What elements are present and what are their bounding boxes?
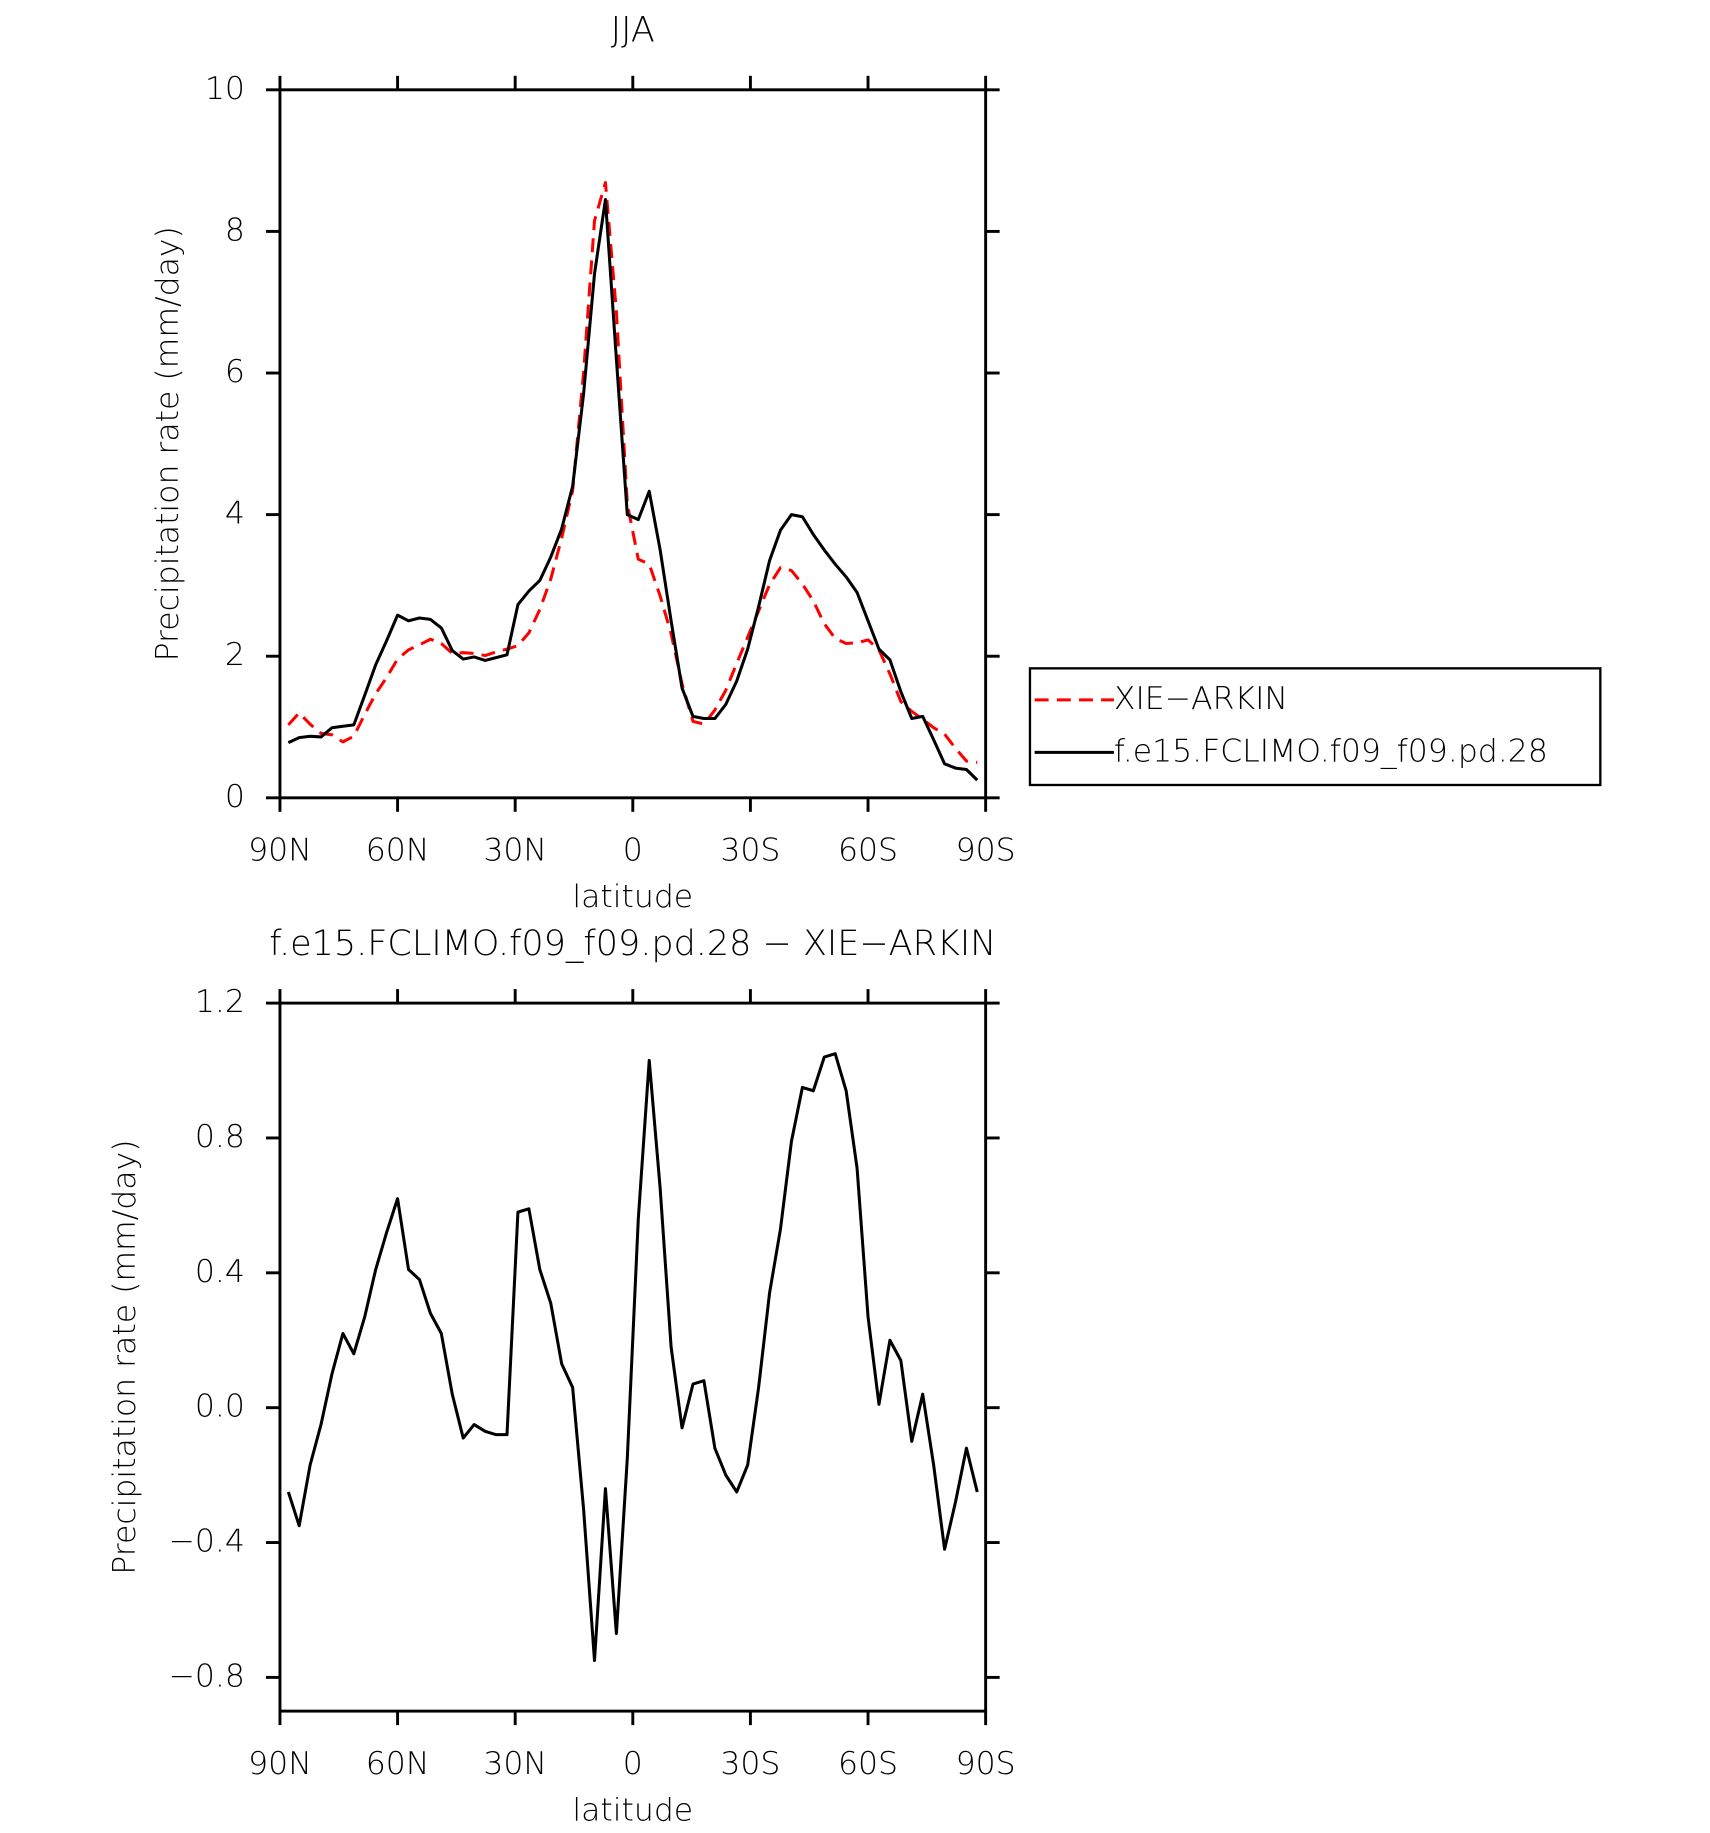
x-tick-label: 30S <box>720 832 780 868</box>
x-tick-label: 30N <box>483 832 547 868</box>
y-tick-label: 4 <box>225 496 245 532</box>
x-axis-label: latitude <box>572 1792 693 1828</box>
y-tick-label: 10 <box>205 71 245 107</box>
x-tick-label: 90N <box>248 832 312 868</box>
data-line <box>287 181 978 764</box>
y-tick-label: 8 <box>225 212 245 248</box>
x-axis-label: latitude <box>572 879 693 915</box>
x-tick-label: 60N <box>366 832 430 868</box>
x-tick-label: 0 <box>623 832 643 868</box>
legend-label: XIE−ARKIN <box>1114 681 1288 717</box>
x-tick-label: 30N <box>483 1746 547 1782</box>
x-tick-label: 90S <box>956 1746 1016 1782</box>
legend-box <box>1028 667 1602 787</box>
x-tick-label: 90S <box>956 832 1016 868</box>
data-line <box>286 1052 979 1663</box>
data-line <box>287 198 979 782</box>
y-tick-label: −0.4 <box>169 1524 245 1560</box>
y-tick-label: 0.0 <box>195 1389 245 1425</box>
x-tick-label: 60S <box>838 1746 898 1782</box>
y-tick-label: 2 <box>225 637 245 673</box>
plot-frame <box>278 88 988 800</box>
y-tick-label: 0.8 <box>195 1119 245 1155</box>
x-tick-label: 90N <box>248 1746 312 1782</box>
y-tick-label: 1.2 <box>195 984 245 1020</box>
x-tick-label: 60S <box>838 832 898 868</box>
y-tick-label: 0.4 <box>195 1254 245 1290</box>
y-axis-label: Precipitation rate (mm/day) <box>150 226 186 661</box>
chart-title: JJA <box>611 10 655 50</box>
legend-label: f.e15.FCLIMO.f09_f09.pd.28 <box>1114 733 1548 769</box>
chart-title: f.e15.FCLIMO.f09_f09.pd.28 − XIE−ARKIN <box>269 924 996 964</box>
x-tick-label: 60N <box>366 1746 430 1782</box>
y-tick-label: 6 <box>225 354 245 390</box>
x-tick-label: 0 <box>623 1746 643 1782</box>
y-tick-label: 0 <box>225 779 245 815</box>
x-tick-label: 30S <box>720 1746 780 1782</box>
y-axis-label: Precipitation rate (mm/day) <box>107 1140 143 1575</box>
y-tick-label: −0.8 <box>169 1658 245 1694</box>
